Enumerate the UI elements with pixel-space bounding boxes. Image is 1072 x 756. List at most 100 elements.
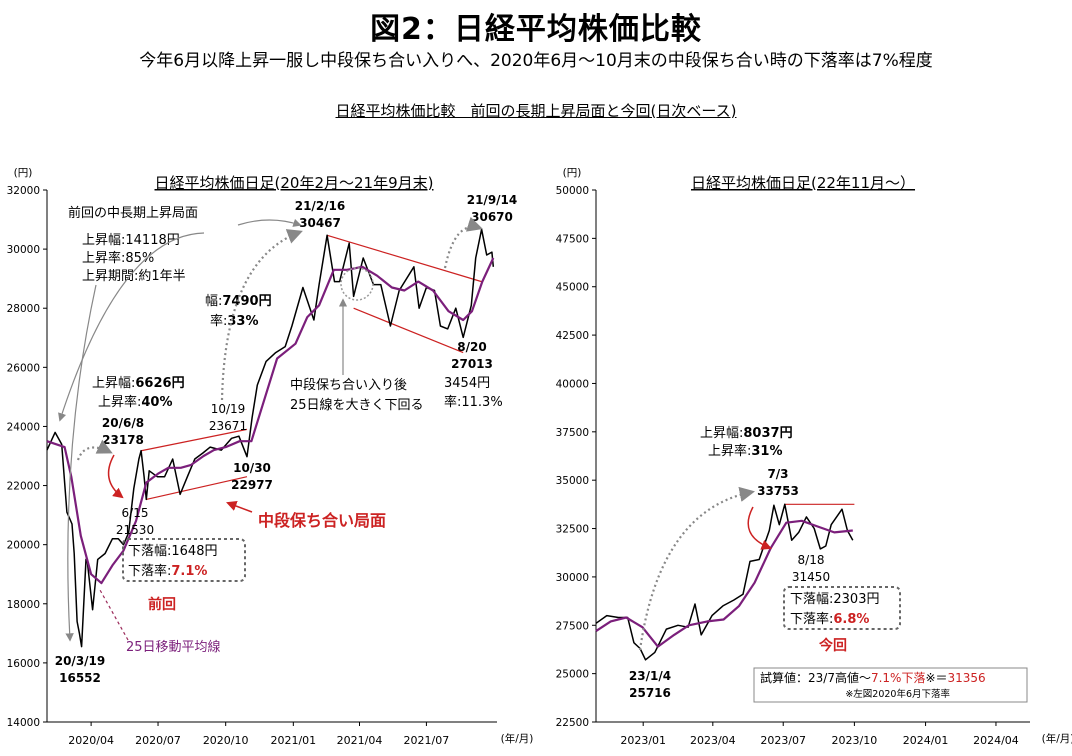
chart2-price-line (595, 503, 854, 661)
chart1-ytick-label: 16000 (7, 658, 40, 670)
chart2-ma25-line (595, 519, 853, 648)
chart1-note-fall-amount: 下落幅:1648円 (128, 544, 217, 559)
chart2-ytick-label: 35000 (556, 475, 589, 487)
chart2-xtick-label: 2023/04 (690, 734, 736, 747)
chart1-ytick-label: 32000 (7, 185, 40, 197)
chart1-break-circle (340, 267, 374, 301)
chart2-note-rise-amount: 上昇幅:8037円 (700, 426, 793, 441)
chart2-note-trial-note: ※左図2020年6月下落率 (845, 688, 950, 700)
chart1-channel-line-0 (140, 428, 248, 452)
chart2-x-unit: (年/月) (1042, 732, 1072, 745)
chart1-note-rise2-amount-part-1: 6626円 (135, 376, 184, 391)
chart1-xtick-label: 2021/07 (404, 734, 450, 747)
chart1-note-fall-rate: 下落率:7.1% (128, 563, 207, 579)
chart2-ytick-label: 27500 (556, 620, 589, 632)
chart2-ytick-label: 42500 (556, 330, 589, 342)
chart2-note-fall-rate-part-0: 下落率: (790, 611, 833, 627)
chart1-red-pointer (226, 501, 253, 513)
chart2-note-rise-rate-part-1: 31% (751, 444, 782, 459)
chart1-note-rise3-amount-part-0: 幅: (205, 294, 222, 309)
chart2-y-unit: (円) (563, 167, 582, 179)
chart1-note-fall-rate-part-0: 下落率: (128, 563, 171, 579)
chart1-xtick-label: 2020/07 (135, 734, 181, 747)
chart2-ytick-label: 37500 (556, 427, 589, 439)
chart1-channel-line-3 (353, 307, 464, 354)
chart1-fall-box (122, 538, 246, 582)
chart1-label-oct30-0: 10/30 (233, 461, 271, 475)
chart1-channel-line-2 (326, 234, 482, 283)
section-title-text: 日経平均株価比較 前回の長期上昇局面と今回(日次ベース) (335, 102, 737, 120)
chart1-ma25-leader (99, 589, 129, 641)
chart1-ytick-label: 24000 (7, 421, 40, 433)
chart2-note-rise-rate: 上昇率:31% (708, 443, 783, 459)
chart1-arrow-prev-to-peak (237, 218, 302, 227)
chart2-note-trial-part-2: ※＝ (925, 671, 947, 685)
chart1-note-rise-amount: 上昇幅:14118円 (82, 233, 180, 248)
chart1-note-rise3-rate-part-1: 33% (227, 314, 258, 329)
chart1-label-low-aug-1: 27013 (451, 357, 493, 371)
chart1-label-peak-jun-0: 20/6/8 (102, 416, 144, 430)
chart2-ytick-label: 22500 (556, 717, 589, 729)
chart1-note-rise2-amount-part-0: 上昇幅: (92, 376, 135, 391)
chart2-note-fall-rate: 下落率:6.8% (790, 611, 869, 627)
chart2-xtick-label: 2023/07 (760, 734, 806, 747)
chart1-arrow-prev-to-start (58, 232, 205, 422)
chart1-label-peak-sep-0: 21/9/14 (467, 193, 518, 207)
chart1-arrow-rise4 (443, 216, 483, 269)
chart1-price-line (46, 228, 495, 648)
chart1-label-low-mar-1: 16552 (59, 671, 101, 685)
chart1-label-peak-feb-1: 30467 (299, 216, 341, 230)
chart2-note-fall-rate-part-1: 6.8% (833, 612, 869, 627)
chart2-title: 日経平均株価日足(22年11月～） (691, 174, 915, 192)
chart1-arrow-rise2 (76, 439, 113, 461)
chart1-note-rise2-amount: 上昇幅:6626円 (92, 376, 185, 391)
chart1-note-rise2-rate: 上昇率:40% (98, 394, 173, 410)
chart1-label-oct19-0: 10/19 (211, 402, 246, 416)
chart1-note-break-2: 25日線を大きく下回る (290, 397, 424, 413)
chart1-note-break-1: 中段保ち合い入り後 (290, 378, 407, 393)
chart1-title: 日経平均株価日足(20年2月～21年9月末) (155, 174, 434, 192)
chart1-label-low-aug-0: 8/20 (457, 340, 486, 354)
chart2-arrow-rise (638, 486, 756, 651)
chart1-label-low-jun-1: 21530 (116, 523, 154, 537)
chart2-ytick-label: 50000 (556, 185, 589, 197)
chart1-note-rise3-rate-part-0: 率: (210, 313, 227, 329)
chart1-xtick-label: 2021/04 (337, 734, 383, 747)
chart2-ytick-label: 30000 (556, 572, 589, 584)
chart1-xtick-label: 2020/04 (68, 734, 114, 747)
chart1-note-fall2-rate: 率:11.3% (444, 394, 503, 410)
chart1-label-peak-sep-1: 30670 (471, 210, 513, 224)
chart1-x-unit: (年/月) (501, 732, 534, 745)
chart2-ytick-label: 40000 (556, 378, 589, 390)
chart1-note-ma25-label: 25日移動平均線 (126, 639, 221, 655)
chart2-label-peak-jul-1: 33753 (757, 484, 799, 498)
chart1-ytick-label: 28000 (7, 303, 40, 315)
chart2-note-rise-amount-part-0: 上昇幅: (700, 426, 743, 441)
chart2-xtick-label: 2024/04 (973, 734, 1019, 747)
chart2-note-trial: 試算値：23/7高値～7.1%下落※＝31356 (760, 670, 986, 685)
chart2-label-low-jan-0: 23/1/4 (629, 669, 671, 683)
chart2-note-trial-part-1: 7.1%下落 (871, 671, 926, 685)
chart1-red-arc (107, 454, 124, 499)
main-title: 図2：日経平均株価比較 (370, 12, 702, 47)
chart1-label-low-mar-0: 20/3/19 (55, 654, 106, 668)
chart1-label-peak-jun-1: 23178 (102, 433, 144, 447)
chart1-note-rise2-rate-part-0: 上昇率: (98, 394, 141, 410)
chart1-ytick-label: 22000 (7, 481, 40, 493)
chart1-note-fall-rate-part-1: 7.1% (171, 564, 207, 579)
chart1-ytick-label: 18000 (7, 599, 40, 611)
chart2-xtick-label: 2023/10 (832, 734, 878, 747)
chart1-arrow-prev-to-low (65, 284, 97, 642)
chart1-note-rise2-rate-part-1: 40% (141, 395, 172, 410)
chart1-xtick-label: 2021/01 (270, 734, 316, 747)
section-title: 日経平均株価比較 前回の長期上昇局面と今回(日次ベース) (0, 100, 1072, 121)
chart2-trial-box (753, 667, 1028, 703)
chart1-note-consolidation: 中段保ち合い局面 (258, 511, 386, 530)
chart1-note-fall2-amount: 3454円 (444, 376, 490, 391)
chart1-ytick-label: 26000 (7, 362, 40, 374)
chart1-note-rise-rate: 上昇率:85% (82, 250, 154, 266)
chart2-ytick-label: 45000 (556, 282, 589, 294)
chart2-note-trial-part-3: 31356 (948, 671, 986, 685)
chart2-xtick-label: 2024/01 (903, 734, 949, 747)
